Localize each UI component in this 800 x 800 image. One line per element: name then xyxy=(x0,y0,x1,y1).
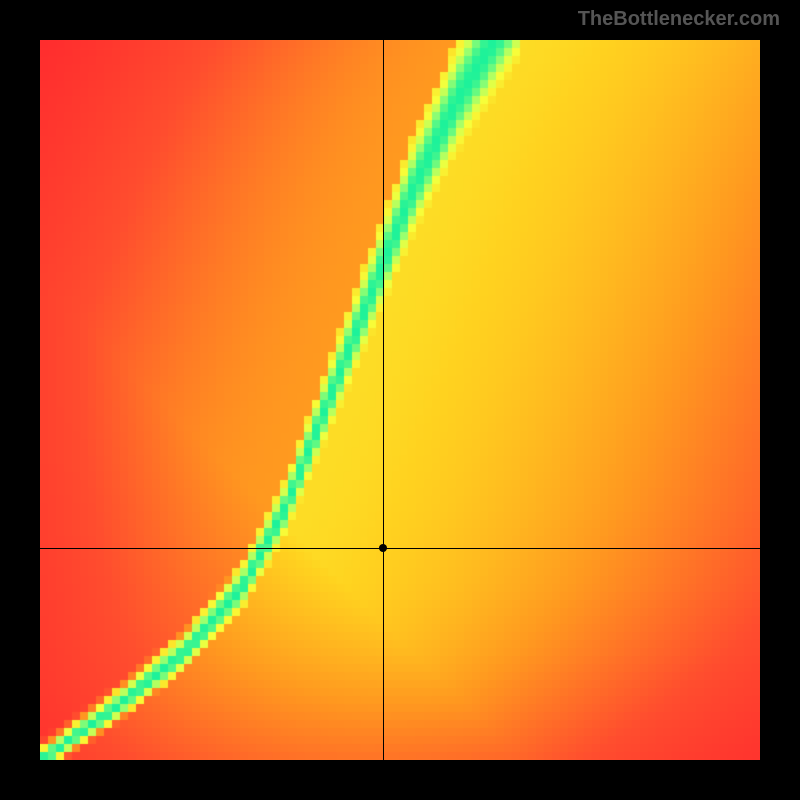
crosshair-horizontal-line xyxy=(40,548,760,549)
heatmap-plot-area xyxy=(40,40,760,760)
watermark-text: TheBottlenecker.com xyxy=(578,8,780,31)
crosshair-vertical-line xyxy=(383,40,384,760)
crosshair-marker-point xyxy=(379,544,387,552)
heatmap-canvas xyxy=(40,40,760,760)
